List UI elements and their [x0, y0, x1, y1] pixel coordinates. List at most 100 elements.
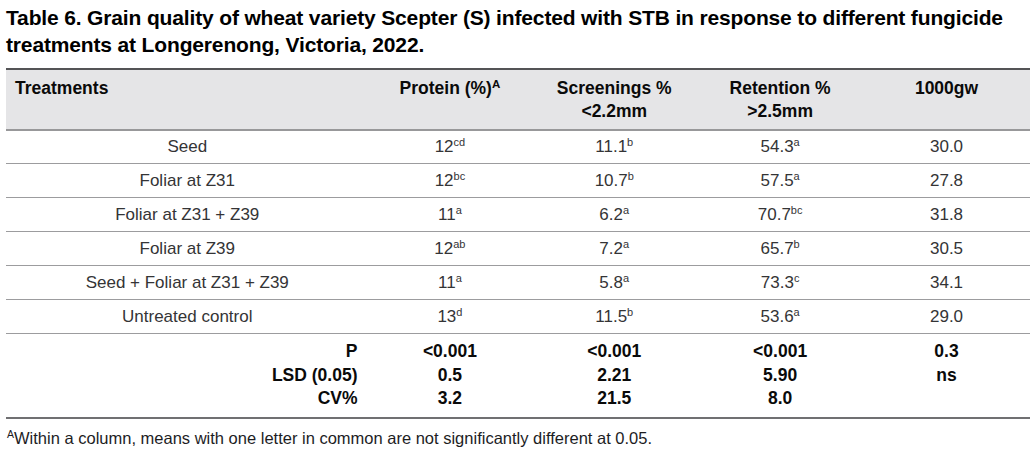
stats-value-cell: 2.21	[531, 362, 697, 388]
value-cell: 31.8	[863, 198, 1030, 232]
table-body: Seed 12cd 11.1b 54.3a 30.0 Foliar at Z31…	[6, 130, 1030, 334]
stats-value-cell: 21.5	[531, 388, 697, 418]
value-cell: 12bc	[369, 164, 532, 198]
column-header-treatments: Treatments	[6, 69, 369, 130]
value-cell: 73.3c	[697, 266, 863, 300]
cell-value: 11.5	[595, 307, 627, 326]
value-cell: 13d	[369, 300, 532, 334]
value-cell: 57.5a	[697, 164, 863, 198]
significance-letter: bc	[454, 170, 466, 182]
value-cell: 65.7b	[697, 232, 863, 266]
treatment-cell: Seed + Foliar at Z31 + Z39	[6, 266, 369, 300]
stats-value-cell: <0.001	[697, 334, 863, 363]
significance-letter: b	[627, 306, 633, 318]
cell-value: 12	[435, 171, 454, 190]
value-cell: 12cd	[369, 130, 532, 164]
column-header-label: Screenings %	[557, 78, 672, 98]
cell-value: 65.7	[761, 239, 794, 258]
stats-value-cell: 0.5	[369, 362, 532, 388]
stats-value-cell: 5.90	[697, 362, 863, 388]
significance-letter: bc	[791, 204, 803, 216]
value-cell: 11.5b	[531, 300, 697, 334]
column-header-label: Retention %	[730, 78, 831, 98]
value-cell: 29.0	[863, 300, 1030, 334]
stats-label-cell: LSD (0.05)	[6, 362, 369, 388]
cell-value: 73.3	[761, 273, 794, 292]
treatment-cell: Seed	[6, 130, 369, 164]
significance-letter: ab	[453, 238, 465, 250]
treatment-cell: Foliar at Z31 + Z39	[6, 198, 369, 232]
cell-value: 53.6	[761, 307, 794, 326]
stats-label-cell: CV%	[6, 388, 369, 418]
cell-value: 12	[435, 137, 454, 156]
value-cell: 30.5	[863, 232, 1030, 266]
stats-value-cell: <0.001	[531, 334, 697, 363]
significance-letter: b	[794, 238, 800, 250]
footnote: AWithin a column, means with one letter …	[7, 429, 1030, 448]
page-title: Table 6. Grain quality of wheat variety …	[6, 4, 1021, 59]
value-cell: 12ab	[369, 232, 532, 266]
treatment-cell: Untreated control	[6, 300, 369, 334]
significance-letter: a	[794, 170, 800, 182]
value-cell: 53.6a	[697, 300, 863, 334]
cell-value: 10.7	[595, 171, 628, 190]
stats-label-cell: P	[6, 334, 369, 363]
cell-value: 11	[438, 205, 456, 224]
stats-value-cell: <0.001	[369, 334, 532, 363]
table-row: Foliar at Z31 + Z39 11a 6.2a 70.7bc 31.8	[6, 198, 1030, 232]
significance-letter: a	[456, 272, 462, 284]
significance-letter: c	[794, 272, 800, 284]
footnote-text: Within a column, means with one letter i…	[14, 429, 652, 447]
footnote-marker-a: A	[492, 78, 500, 90]
cell-value: 57.5	[761, 171, 794, 190]
column-header-label: Treatments	[15, 78, 108, 98]
value-cell: 5.8a	[531, 266, 697, 300]
value-cell: 27.8	[863, 164, 1030, 198]
value-cell: 11a	[369, 266, 532, 300]
significance-letter: a	[794, 306, 800, 318]
stats-value-cell: 3.2	[369, 388, 532, 418]
column-header-1000gw: 1000gw	[863, 69, 1030, 130]
column-header-protein: Protein (%)A	[369, 69, 532, 130]
column-header-subline: <2.2mm	[533, 100, 695, 124]
significance-letter: a	[456, 204, 462, 216]
significance-letter: a	[623, 272, 629, 284]
table-row: Foliar at Z39 12ab 7.2a 65.7b 30.5	[6, 232, 1030, 266]
value-cell: 11a	[369, 198, 532, 232]
cell-value: 6.2	[599, 205, 623, 224]
column-header-label: Protein (%)A	[400, 78, 501, 98]
value-cell: 6.2a	[531, 198, 697, 232]
cell-value: 7.2	[599, 239, 623, 258]
significance-letter: a	[623, 204, 629, 216]
table-row: Seed + Foliar at Z31 + Z39 11a 5.8a 73.3…	[6, 266, 1030, 300]
cell-value: 30.0	[930, 137, 963, 156]
significance-letter: cd	[454, 136, 466, 148]
stats-row: CV% 3.2 21.5 8.0	[6, 388, 1030, 418]
stats-value-cell	[863, 388, 1030, 418]
value-cell: 10.7b	[531, 164, 697, 198]
table-row: Untreated control 13d 11.5b 53.6a 29.0	[6, 300, 1030, 334]
stats-row: LSD (0.05) 0.5 2.21 5.90 ns	[6, 362, 1030, 388]
cell-value: 11.1	[595, 137, 627, 156]
value-cell: 11.1b	[531, 130, 697, 164]
significance-letter: a	[623, 238, 629, 250]
significance-letter: b	[627, 136, 633, 148]
cell-value: 29.0	[930, 307, 963, 326]
footnote-superscript: A	[7, 428, 14, 440]
treatment-cell: Foliar at Z39	[6, 232, 369, 266]
cell-value: 54.3	[761, 137, 794, 156]
treatment-cell: Foliar at Z31	[6, 164, 369, 198]
column-header-retention: Retention % >2.5mm	[697, 69, 863, 130]
stats-value-cell: ns	[863, 362, 1030, 388]
table-row: Foliar at Z31 12bc 10.7b 57.5a 27.8	[6, 164, 1030, 198]
table-header-row: Treatments Protein (%)A Screenings % <2.…	[6, 69, 1030, 130]
report-page: Table 6. Grain quality of wheat variety …	[0, 0, 1036, 448]
stats-row: P <0.001 <0.001 <0.001 0.3	[6, 334, 1030, 363]
stats-value-cell: 8.0	[697, 388, 863, 418]
column-header-subline: >2.5mm	[699, 100, 861, 124]
cell-value: 11	[438, 273, 456, 292]
cell-value: 70.7	[758, 205, 791, 224]
cell-value: 12	[434, 239, 453, 258]
significance-letter: a	[794, 136, 800, 148]
value-cell: 30.0	[863, 130, 1030, 164]
